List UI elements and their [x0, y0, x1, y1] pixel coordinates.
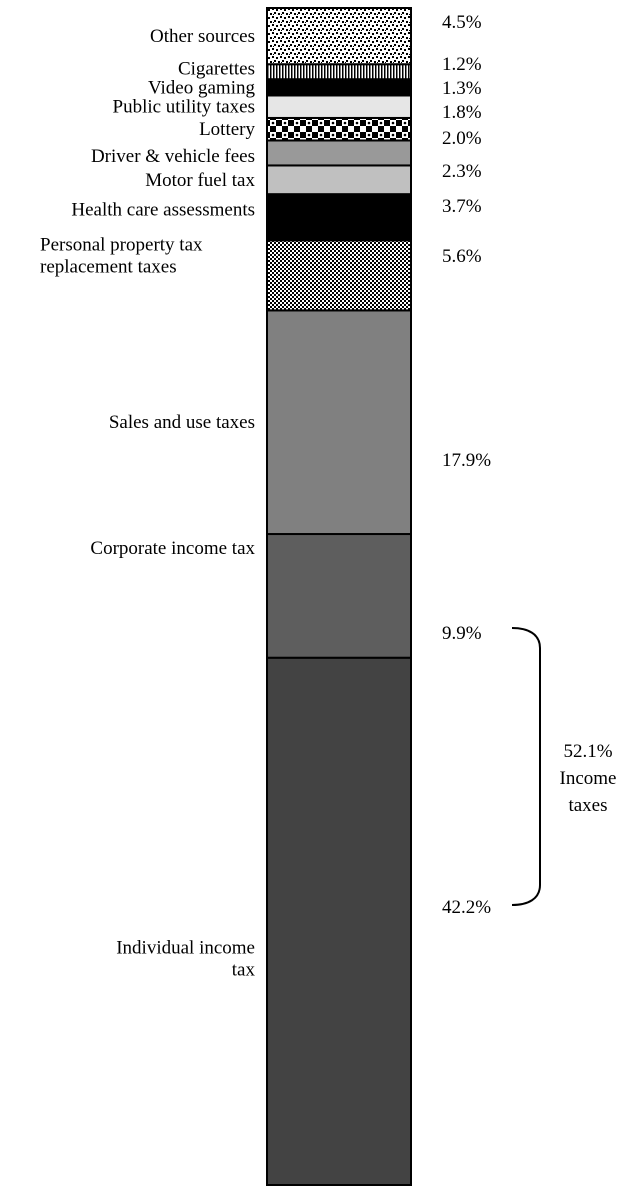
segment-label-public-utility-taxes: Public utility taxes	[113, 97, 256, 118]
segment-label-motor-fuel-tax: Motor fuel tax	[145, 170, 255, 191]
annotation-line-3: taxes	[568, 795, 607, 816]
bar-segment-corporate-income-tax	[266, 533, 412, 659]
segment-label-health-care-assessments: Health care assessments	[71, 199, 255, 220]
value-label-2: 1.2%	[442, 54, 482, 75]
segment-label-individual-income-tax-line-1: Individual income	[116, 937, 255, 958]
value-labels: 4.5% 1.2% 1.3% 1.8% 2.0% 2.3% 3.7% 5.6% 17.9% 9.9…	[442, 12, 491, 918]
segment-label-sales-and-use-taxes: Sales and use taxes	[109, 412, 255, 433]
bar-segment-lottery	[266, 116, 412, 142]
segment-label-corporate-income-tax: Corporate income tax	[90, 538, 255, 559]
segment-label-individual-income-tax-line-2: tax	[232, 959, 256, 980]
annotation-line-2: Income	[560, 768, 617, 789]
bar-segment-motor-fuel-tax	[266, 164, 412, 196]
value-label-1: 4.5%	[442, 12, 482, 33]
segment-label-cigarettes: Cigarettes	[178, 59, 255, 80]
segment-label-video-gaming: Video gaming	[148, 77, 256, 98]
value-label-8: 5.6%	[442, 246, 482, 267]
value-label-7: 3.7%	[442, 196, 482, 217]
income-taxes-annotation: 52.1% Income taxes	[511, 627, 617, 906]
segment-label-personal-property-tax-replacement-taxes-line-2: replacement taxes	[40, 256, 177, 277]
bar-segment-cigarettes	[266, 63, 412, 81]
segment-label-personal-property-tax-replacement-taxes-line-1: Personal property tax	[40, 234, 203, 255]
segment-label-other-sources: Other sources	[150, 26, 255, 47]
bar-segment-other-sources	[266, 7, 412, 66]
value-label-10: 9.9%	[442, 623, 482, 644]
bar-segment-health-care-assessments	[266, 193, 412, 242]
annotation-line-1: 52.1%	[563, 741, 612, 762]
value-label-6: 2.3%	[442, 161, 482, 182]
segment-label-lottery: Lottery	[199, 119, 255, 140]
value-label-4: 1.8%	[442, 102, 482, 123]
value-label-11: 42.2%	[442, 897, 491, 918]
bar-segment-video-gaming	[266, 78, 412, 97]
segment-label-driver-and-vehicle-fees: Driver & vehicle fees	[91, 146, 255, 167]
bar-segment-public-utility-taxes	[266, 94, 412, 119]
value-label-9: 17.9%	[442, 450, 491, 471]
value-label-5: 2.0%	[442, 128, 482, 149]
bar-segment-driver-and-vehicle-fees	[266, 139, 412, 167]
income-taxes-bracket	[511, 627, 541, 906]
bar-segment-individual-income-tax	[266, 656, 412, 1186]
bar-segment-sales-and-use-taxes	[266, 309, 412, 536]
bar-segment-personal-property-tax-replacement-taxes	[266, 239, 412, 312]
stacked-bar	[266, 7, 412, 1186]
value-label-3: 1.3%	[442, 78, 482, 99]
